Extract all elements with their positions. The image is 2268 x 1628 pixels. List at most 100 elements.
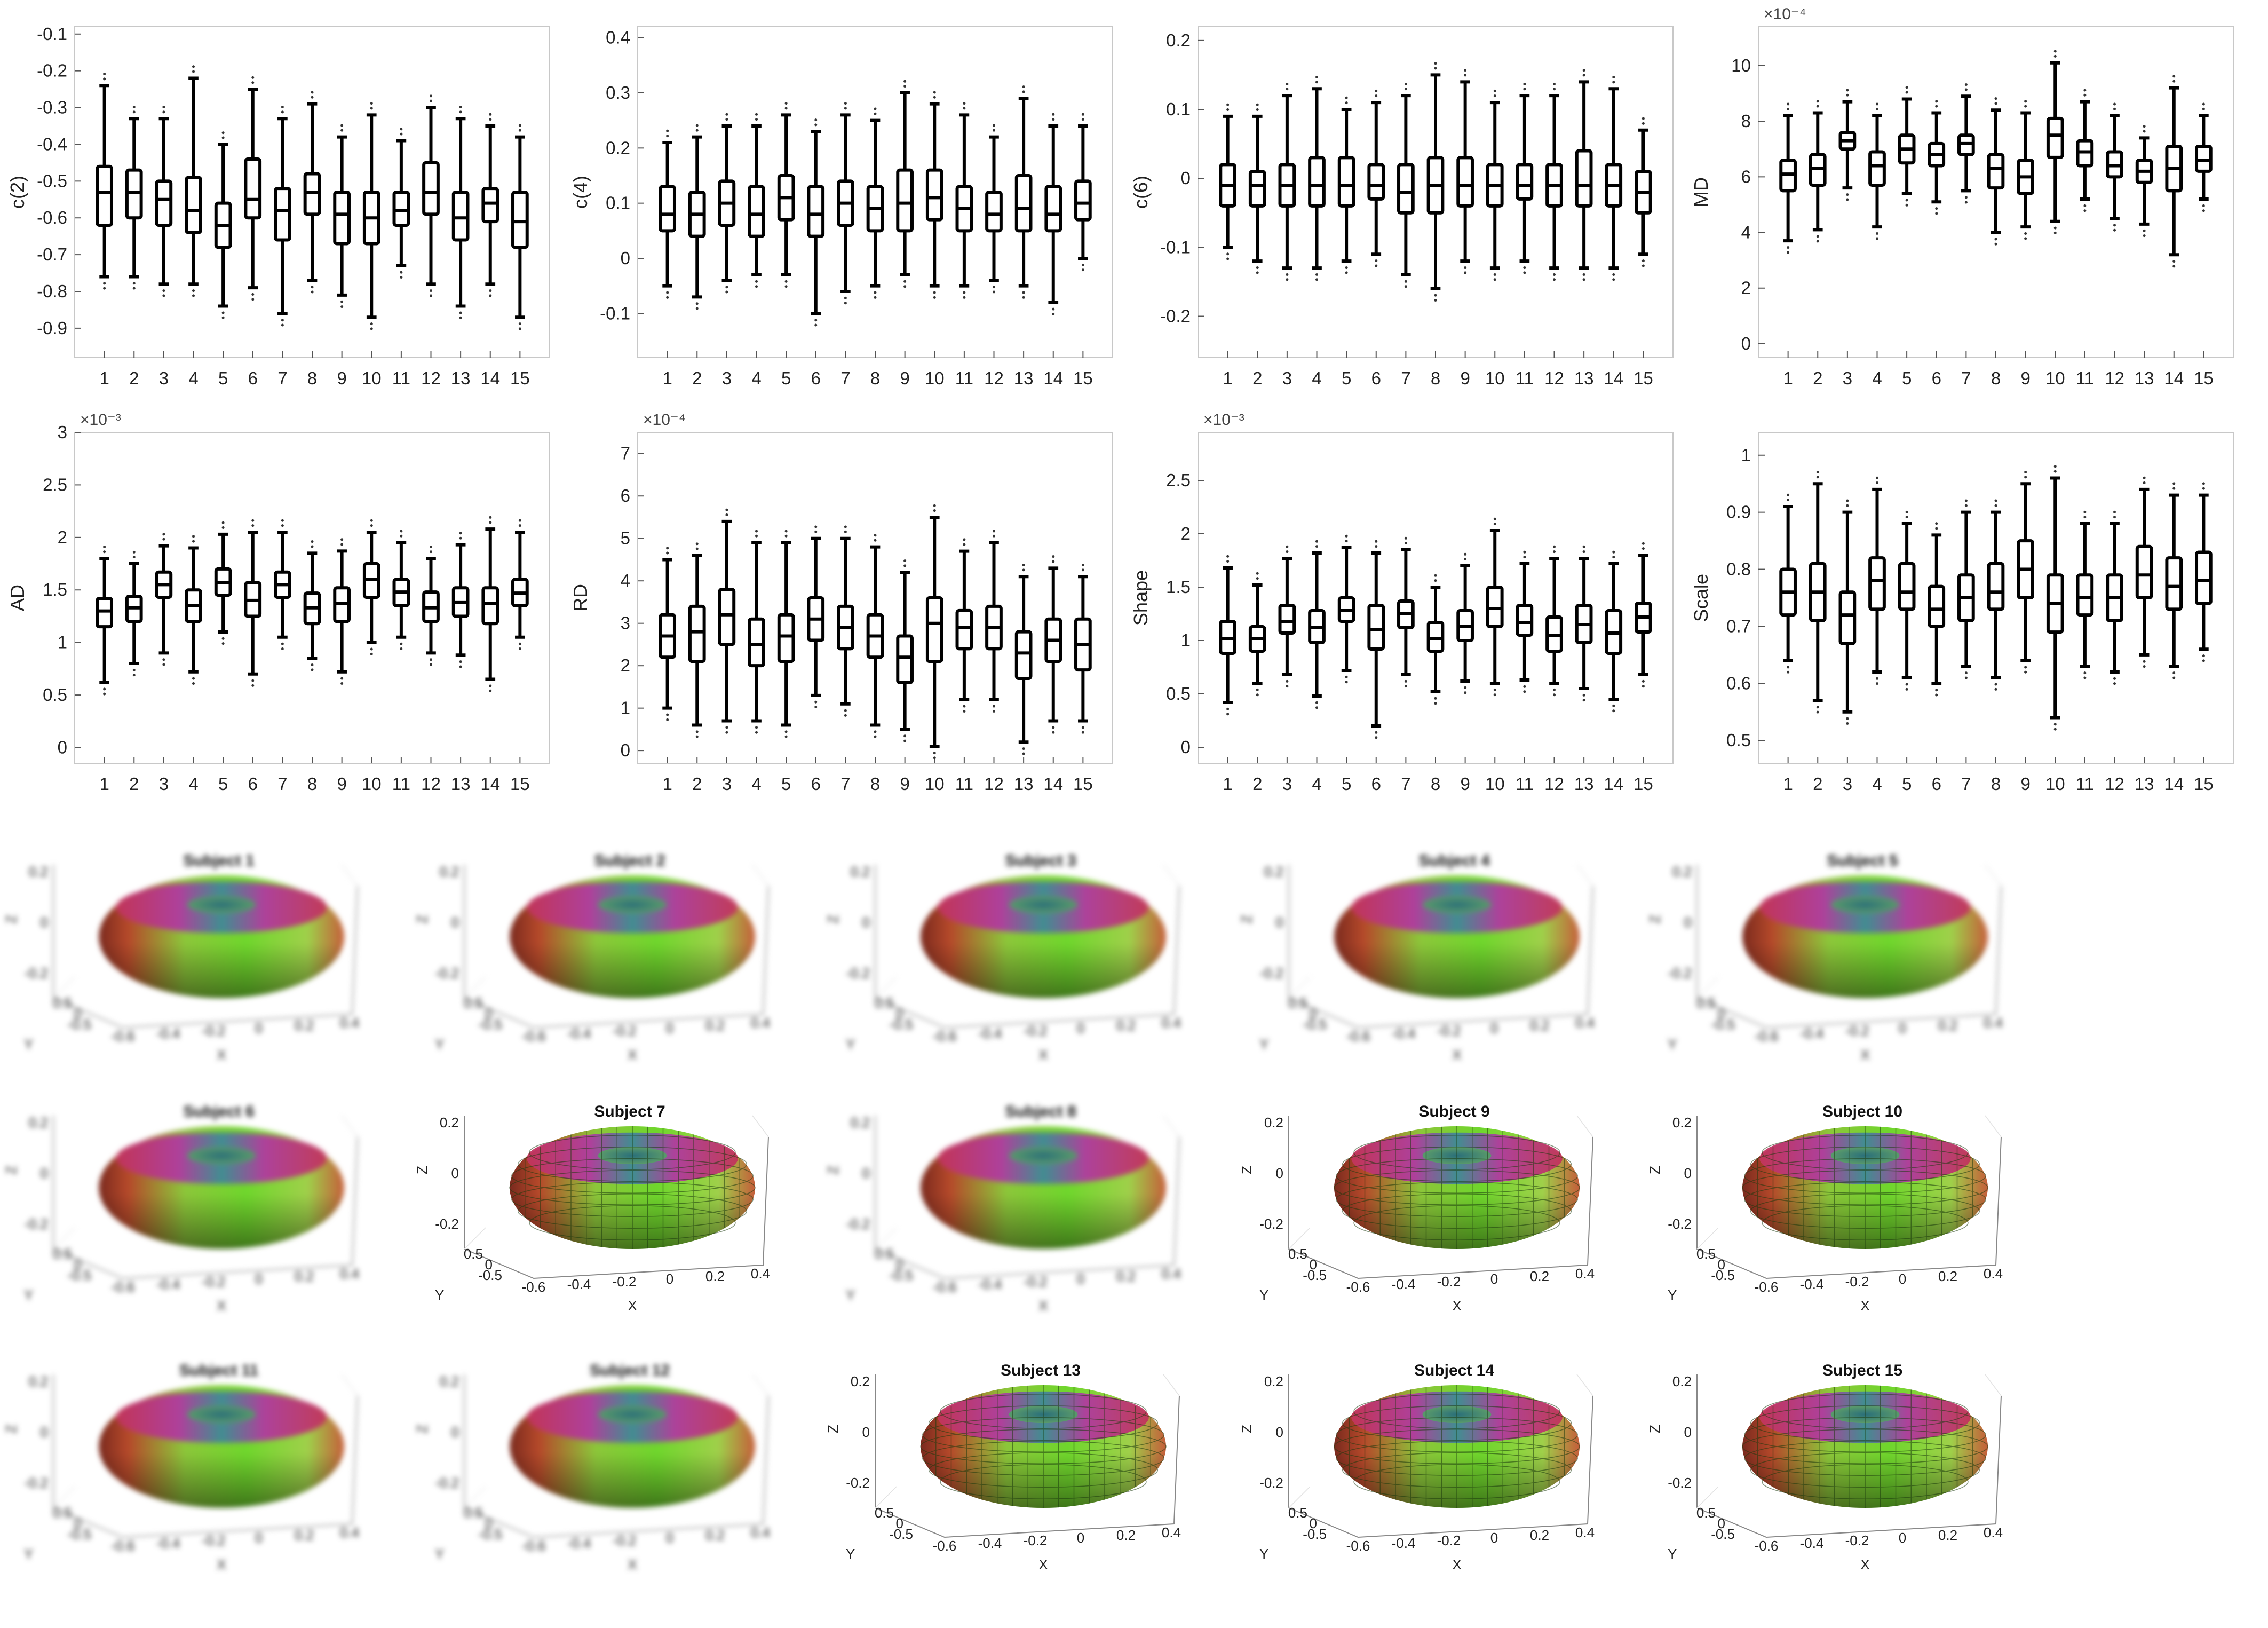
y-tick-label: 2.5: [43, 475, 67, 494]
mesh-ring: [1353, 1394, 1560, 1429]
outlier-point: [430, 663, 432, 666]
outlier-point: [1816, 100, 1819, 103]
outlier-point: [1434, 574, 1437, 577]
x-tick-label: -0.6: [1755, 1538, 1779, 1554]
box-iqr: [1397, 163, 1415, 215]
outlier-point: [844, 107, 847, 110]
outlier-point: [933, 509, 936, 512]
outlier-point: [1493, 89, 1496, 92]
grid-line: [1576, 1374, 1593, 1396]
outlier-point: [489, 521, 492, 524]
outlier-point: [1905, 86, 1908, 89]
outlier-point: [1994, 504, 1997, 507]
x-tick-label: 2: [692, 774, 702, 794]
outlier-point: [132, 550, 136, 554]
outlier-point: [1081, 726, 1084, 729]
outlier-point: [162, 289, 165, 293]
x-tick-label: -0.2: [1437, 1532, 1461, 1548]
x-tick-label: 12: [421, 774, 441, 794]
outlier-point: [1876, 237, 1878, 240]
y-tick-label: 0.5: [43, 685, 67, 705]
x-tick-label: 0: [1899, 1530, 1906, 1546]
outlier-point: [2202, 209, 2205, 212]
outlier-point: [103, 287, 106, 290]
outlier-point: [1876, 102, 1878, 106]
y-tick-label: 0.1: [1166, 99, 1191, 119]
outlier-point: [993, 534, 995, 538]
outlier-point: [1081, 118, 1084, 121]
outlier-point: [755, 731, 758, 734]
z-axis-label: Z: [825, 915, 841, 923]
x-tick-label: -0.4: [978, 1535, 1002, 1551]
outlier-point: [1641, 685, 1645, 688]
outlier-point: [489, 689, 492, 692]
outlier-point: [340, 677, 344, 680]
outlier-point: [1964, 671, 1968, 675]
outlier-point: [814, 700, 818, 704]
subject-plot-13: Subject 130.20-0.2Z0.50-0.5Y -0.6 -0.4 -0.2…: [825, 1362, 1181, 1572]
z-tick-label: -0.2: [1668, 965, 1692, 981]
outlier-point: [1022, 291, 1025, 294]
outlier-point: [814, 123, 818, 127]
outlier-point: [459, 532, 462, 535]
outlier-point: [400, 642, 403, 645]
outlier-point: [251, 298, 255, 301]
z-tick-label: 0.2: [440, 1373, 459, 1389]
outlier-point: [132, 287, 136, 290]
x-tick-label: 7: [840, 774, 850, 794]
x-tick-label: 12: [984, 774, 1004, 794]
box-iqr: [481, 187, 499, 224]
outlier-point: [1081, 268, 1084, 272]
x-tick-label: 6: [1371, 774, 1381, 794]
box-iqr: [422, 161, 440, 216]
outlier-point: [430, 658, 432, 661]
z-axis-label: Z: [1239, 1166, 1255, 1174]
axis-frame: [1288, 1374, 1593, 1538]
outlier-point: [2202, 102, 2205, 106]
torus-mesh: [509, 1126, 756, 1249]
outlier-point: [814, 319, 818, 322]
x-tick-label: 13: [1574, 774, 1594, 794]
x-tick-label: 0.2: [295, 1268, 314, 1284]
torus-hole: [1422, 896, 1492, 914]
mesh-ring: [1744, 1441, 1986, 1476]
outlier-point: [1846, 504, 1849, 507]
outlier-point: [430, 550, 432, 554]
z-tick-label: 0: [1684, 1165, 1692, 1181]
z-tick-label: -0.2: [435, 1216, 459, 1232]
grid-line: [1985, 864, 2002, 887]
x-tick-label: 9: [337, 774, 346, 794]
grid-line: [53, 1486, 75, 1508]
outlier-point: [1464, 266, 1467, 270]
x-tick-label: 3: [159, 368, 169, 388]
box-iqr: [1868, 556, 1886, 611]
outlier-point: [430, 289, 432, 293]
z-tick-label: 0.2: [1672, 864, 1692, 880]
y-tick-label: 4: [621, 571, 630, 590]
y-axis-label: Y: [846, 1546, 855, 1562]
outlier-point: [2113, 224, 2116, 227]
outlier-point: [1612, 278, 1615, 281]
x-tick-label: 0: [1490, 1530, 1498, 1546]
outlier-point: [1816, 235, 1819, 238]
outlier-point: [1404, 542, 1407, 545]
axis-frame: [875, 865, 1180, 1029]
box-iqr: [2046, 116, 2064, 159]
x-tick-label: 0.2: [1938, 1527, 1957, 1543]
outlier-point: [1464, 69, 1467, 72]
mesh-ring: [511, 1158, 754, 1194]
outlier-point: [2172, 80, 2176, 83]
outlier-point: [1553, 550, 1556, 554]
subject-title: Subject 11: [179, 1362, 258, 1379]
x-tick-label: 0: [1490, 1020, 1498, 1036]
x-tick-label: 0.4: [340, 1266, 359, 1282]
outlier-point: [192, 535, 195, 538]
z-tick-label: 0.2: [851, 1373, 870, 1389]
outlier-point: [1315, 81, 1318, 84]
torus-hole: [1009, 1147, 1078, 1165]
outlier-point: [1315, 76, 1318, 79]
x-tick-label: 12: [2105, 368, 2124, 388]
outlier-point: [1787, 670, 1790, 674]
